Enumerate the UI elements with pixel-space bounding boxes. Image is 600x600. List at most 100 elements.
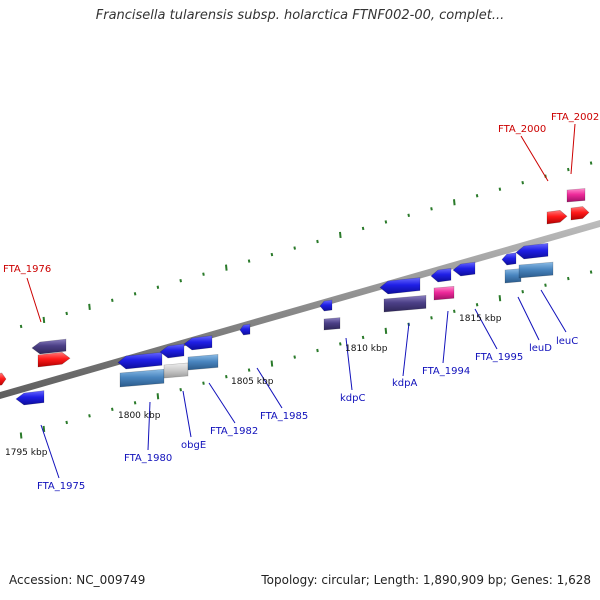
leader-line [540,289,567,333]
tick-mark [202,381,205,385]
tick-mark [339,342,342,346]
tick-mark [453,309,456,313]
tick-mark [498,187,502,191]
tick-mark [498,295,502,302]
tick-mark [430,316,433,320]
gene-label-fta-1995[interactable]: FTA_1995 [475,352,523,363]
accession-text: Accession: NC_009749 [9,573,146,587]
gene-blue-i[interactable] [515,242,549,260]
gene-fta-2000[interactable] [546,209,568,225]
gene-blue-d[interactable] [319,299,333,312]
gene-fta-1994[interactable] [433,285,455,301]
scale-tick-label: 1795 kbp [5,448,48,458]
leader-line [442,310,449,364]
tick-mark [19,432,23,439]
tick-mark [316,348,319,353]
tick-mark [133,401,137,405]
tick-mark [384,327,388,334]
leader-line [345,337,353,391]
gene-label-kdpa[interactable]: kdpA [392,378,417,389]
leader-line [256,367,283,409]
tick-mark [225,264,228,271]
tick-mark [88,303,91,310]
gene-red-b[interactable] [570,206,590,221]
leader-line [520,135,549,182]
gene-label-obge[interactable]: obgE [181,440,206,451]
gene-label-fta-2002[interactable]: FTA_2002 [551,112,599,123]
gene-fta-1976[interactable] [31,338,67,355]
tick-mark [521,289,524,294]
leader-line [26,277,42,323]
gene-kdpc[interactable] [323,317,341,331]
gene-label-leud[interactable]: leuD [529,343,552,354]
gene-blue-b[interactable] [159,343,185,359]
gene-label-fta-1994[interactable]: FTA_1994 [422,366,470,377]
gene-obge[interactable] [163,362,189,379]
gene-fta-1985[interactable] [239,323,251,336]
gene-blue-c[interactable] [183,335,213,351]
tick-mark [270,360,274,367]
tick-mark [567,276,570,281]
gene-leuc[interactable] [518,261,554,279]
gene-fta-1975[interactable] [15,390,45,406]
gene-label-kdpc[interactable]: kdpC [340,393,365,404]
gene-label-fta-1985[interactable]: FTA_1985 [260,411,308,422]
tick-mark [247,259,251,263]
gene-label-fta-1980[interactable]: FTA_1980 [124,453,172,464]
tick-mark [384,220,388,224]
label-leader-lines [26,123,576,479]
gene-blue-g[interactable] [452,261,476,277]
tick-mark [65,420,68,425]
gene-label-leuc[interactable]: leuC [556,336,578,347]
gene-leud[interactable] [504,268,522,284]
tick-mark [65,311,68,316]
gene-fta-1980[interactable] [119,368,165,388]
gene-label-fta-2000[interactable]: FTA_2000 [498,124,546,135]
tick-mark [19,324,23,329]
tick-mark [247,368,251,372]
gene-features [0,188,590,406]
tick-mark [521,180,524,185]
scale-tick-label: 1815 kbp [459,314,502,324]
tick-mark [475,303,479,307]
tick-mark [293,246,296,250]
tick-mark [225,374,228,379]
gene-red-a[interactable] [37,351,71,368]
tick-mark [111,407,114,412]
leader-line [474,308,498,350]
tick-mark [339,231,342,239]
tick-mark [475,194,479,198]
tick-mark [567,167,570,172]
tick-mark [361,335,365,340]
scale-tick-label: 1805 kbp [231,377,274,387]
gene-blue-f[interactable] [430,267,452,283]
gene-fta-2002[interactable] [566,188,586,203]
tick-mark [453,199,456,206]
tick-mark [179,279,182,283]
gene-label-fta-1975[interactable]: FTA_1975 [37,481,85,492]
gene-blue-h[interactable] [501,252,517,266]
scale-tick-label: 1800 kbp [118,411,161,421]
leader-line [147,401,151,451]
map-title: Francisella tularensis subsp. holarctica… [95,8,505,23]
tick-mark [589,161,593,165]
tick-mark [589,270,593,274]
tick-mark [88,414,91,418]
gene-kdpa[interactable] [383,295,427,313]
leader-line [402,322,410,377]
scale-tick-label: 1810 kbp [345,344,388,354]
gene-label-fta-1982[interactable]: FTA_1982 [210,426,258,437]
tick-mark [361,226,365,231]
gene-blue-e[interactable] [379,277,421,295]
gene-blue-a[interactable] [117,351,163,370]
leader-line [40,424,60,479]
leader-line [208,382,236,424]
tick-mark [111,298,114,303]
gene-red-edge[interactable] [0,372,7,386]
leader-line [570,123,576,175]
gene-label-fta-1976[interactable]: FTA_1976 [3,264,51,275]
gene-fta-1982[interactable] [187,354,219,371]
tick-mark [133,292,137,296]
